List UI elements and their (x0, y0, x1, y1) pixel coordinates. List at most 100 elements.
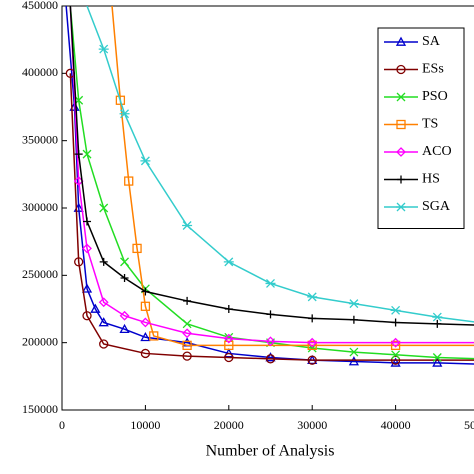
series-line (69, 73, 474, 361)
marker (98, 297, 109, 308)
marker (99, 203, 109, 213)
marker (265, 336, 276, 347)
marker (433, 319, 442, 328)
y-tick-label: 200000 (22, 334, 58, 348)
marker (395, 36, 407, 46)
marker (396, 147, 406, 157)
marker (223, 348, 234, 358)
x-tick-label: 0 (59, 418, 65, 432)
marker (223, 257, 234, 267)
marker (182, 340, 192, 351)
marker (397, 175, 405, 184)
y-tick-label: 250000 (22, 267, 58, 281)
marker (348, 299, 359, 309)
marker (349, 347, 359, 357)
legend-label: HS (422, 172, 440, 187)
marker (115, 95, 126, 105)
marker (140, 331, 151, 342)
marker (140, 156, 151, 166)
marker (265, 352, 276, 362)
marker (74, 257, 84, 267)
y-tick-label: 150000 (22, 402, 58, 416)
marker (396, 119, 406, 130)
marker (349, 315, 358, 324)
marker (390, 357, 401, 367)
marker (396, 64, 406, 75)
marker (391, 318, 400, 327)
marker (82, 149, 92, 159)
x-tick-label: 50000 (464, 418, 474, 432)
marker (307, 337, 318, 348)
marker (74, 150, 83, 159)
marker (99, 339, 109, 349)
marker (124, 176, 134, 186)
marker (119, 323, 130, 334)
x-tick-label: 40000 (381, 418, 411, 432)
marker (224, 352, 234, 363)
y-tick-label: 350000 (22, 132, 58, 146)
plot-area (65, 6, 474, 369)
marker (266, 310, 275, 319)
marker (140, 301, 151, 311)
marker (182, 221, 193, 230)
marker (390, 355, 401, 365)
x-tick-label: 30000 (297, 418, 327, 432)
marker (98, 44, 109, 54)
marker (81, 283, 93, 293)
series-line (69, 6, 474, 360)
series-line (69, 6, 474, 326)
marker (141, 287, 150, 296)
marker (432, 353, 442, 362)
marker (307, 292, 318, 302)
marker (396, 202, 406, 212)
marker (307, 340, 317, 351)
marker (391, 350, 401, 360)
marker (99, 257, 108, 266)
marker (182, 319, 192, 329)
marker (82, 311, 92, 321)
marker (307, 355, 317, 365)
series-line (69, 6, 474, 344)
legend-label: TS (422, 117, 438, 132)
marker (183, 296, 192, 305)
marker (265, 354, 276, 364)
marker (119, 310, 130, 321)
legend-label: ACO (422, 144, 452, 159)
legend-box (377, 27, 465, 229)
y-tick-label: 300000 (22, 200, 58, 214)
y-tick-label: 450000 (22, 0, 58, 12)
series-line (86, 6, 474, 323)
marker (132, 243, 142, 254)
y-tick-label: 400000 (22, 65, 58, 79)
marker (182, 328, 193, 339)
marker (308, 314, 317, 323)
marker (140, 317, 151, 328)
marker (140, 348, 151, 359)
marker (224, 305, 233, 313)
series-line (111, 6, 474, 347)
marker (98, 317, 109, 327)
marker (224, 340, 234, 351)
legend-label: ESs (422, 62, 444, 77)
marker (119, 109, 130, 119)
marker (390, 305, 401, 315)
marker (182, 351, 192, 361)
marker (149, 331, 159, 341)
marker (390, 340, 401, 351)
marker (82, 243, 92, 254)
marker (83, 217, 92, 226)
marker (432, 357, 443, 367)
marker (90, 303, 101, 313)
marker (265, 278, 276, 288)
marker (348, 356, 360, 366)
marker (390, 337, 401, 348)
legend-label: SGA (422, 199, 451, 214)
marker (120, 274, 129, 283)
x-axis-label: Number of Analysis (206, 443, 335, 460)
legend-label: SA (422, 34, 441, 49)
x-tick-label: 10000 (130, 418, 160, 432)
legend-label: PSO (422, 89, 448, 104)
x-tick-label: 20000 (214, 418, 244, 432)
marker (120, 257, 130, 267)
